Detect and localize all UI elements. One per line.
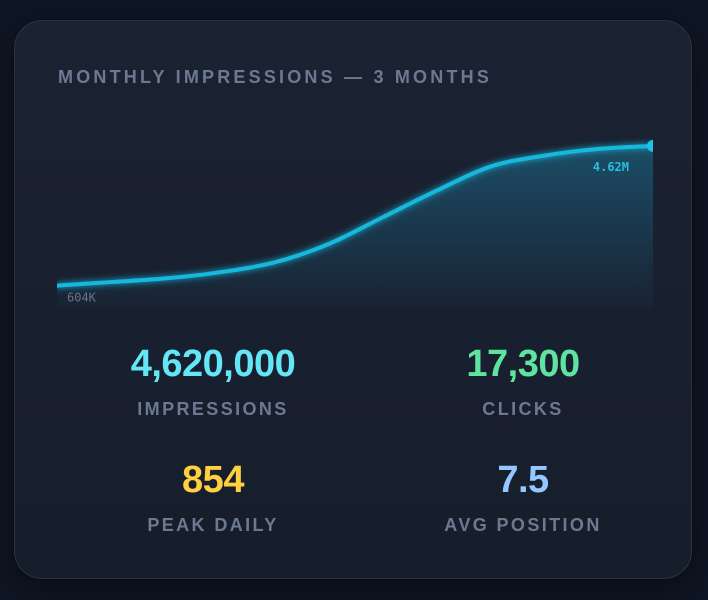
metric-value: 17,300 (466, 343, 580, 385)
metric-label: PEAK DAILY (147, 515, 279, 535)
metric-label: AVG POSITION (444, 515, 602, 535)
metric-value: 4,620,000 (130, 343, 296, 385)
impressions-line-chart: 604K 4.62M (57, 139, 653, 309)
metric-clicks: 17,300 CLICKS (393, 345, 653, 420)
metric-impressions: 4,620,000 IMPRESSIONS (83, 345, 343, 420)
metric-value: 854 (182, 459, 244, 501)
chart-title: MONTHLY IMPRESSIONS — 3 MONTHS (58, 67, 493, 87)
metric-label: CLICKS (482, 399, 564, 419)
metric-peak-daily: 854 PEAK DAILY (83, 461, 343, 536)
metric-label: IMPRESSIONS (137, 399, 289, 419)
metric-avg-position: 7.5 AVG POSITION (393, 461, 653, 536)
end-data-label: 4.62M (593, 160, 629, 174)
end-point-marker (647, 139, 653, 152)
chart-area-fill (57, 145, 653, 309)
series-line (57, 143, 653, 288)
metric-value: 7.5 (497, 459, 549, 501)
start-data-label: 604K (67, 291, 97, 305)
impressions-card: MONTHLY IMPRESSIONS — 3 MONTHS 604K 4.62… (14, 20, 692, 579)
